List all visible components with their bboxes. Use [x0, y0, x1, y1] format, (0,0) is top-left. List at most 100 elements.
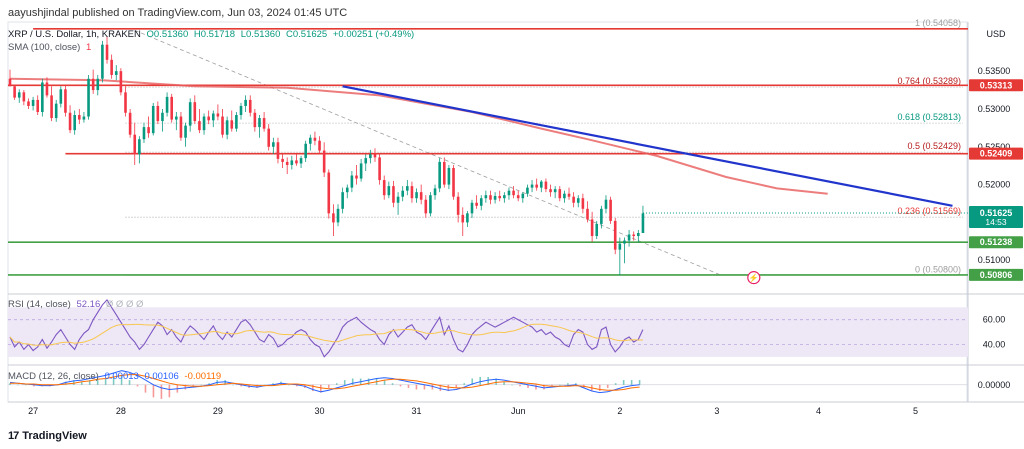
lightning-glyph: ⚡ — [749, 273, 759, 283]
macd-histogram-bar — [367, 378, 370, 385]
macd-histogram-bar — [25, 384, 27, 386]
candle-body — [253, 112, 257, 128]
candle-body — [202, 116, 206, 131]
macd-histogram-bar — [527, 384, 529, 388]
macd-histogram-bar — [208, 383, 211, 385]
candle-body — [281, 158, 284, 162]
candle-body — [433, 188, 437, 196]
macd-histogram-bar — [543, 384, 545, 390]
macd-histogram-bar — [439, 384, 442, 392]
candle-body — [442, 161, 446, 185]
candle-body — [512, 190, 515, 196]
candle-body — [364, 158, 368, 164]
candle-body — [82, 116, 86, 120]
candle-body — [128, 112, 132, 135]
candle-body — [553, 189, 557, 193]
candle-body — [341, 192, 344, 209]
candle-body — [45, 82, 49, 96]
bar-countdown-label: 14:53 — [985, 217, 1007, 227]
symbol-label: XRP / U.S. Dollar, 1h, KRAKEN — [8, 29, 141, 40]
price-level-tag-label: 0.53313 — [980, 80, 1013, 90]
candle-body — [207, 116, 210, 121]
candle-body — [540, 181, 543, 188]
fib-level-label: 0.236 (0.51569) — [897, 206, 961, 216]
candle-body — [142, 127, 146, 140]
macd-value-1: 0.00013 — [104, 371, 139, 382]
macd-line — [9, 370, 640, 394]
candle-body — [558, 189, 562, 199]
candle-body — [466, 213, 469, 223]
macd-histogram-bar — [598, 384, 601, 392]
candle-body — [304, 143, 307, 159]
candle-body — [359, 163, 363, 179]
candle-body — [59, 89, 63, 104]
candle-body — [396, 196, 400, 203]
candle-body — [336, 208, 340, 223]
candle-body — [22, 92, 26, 102]
candle-body — [415, 192, 418, 199]
macd-histogram-bar — [575, 383, 577, 385]
candle-body — [17, 92, 21, 98]
macd-histogram-bar — [152, 384, 155, 398]
close-value: C0.51625 — [286, 29, 328, 40]
candle-body — [369, 154, 372, 159]
candle-body — [27, 101, 30, 106]
open-value: O0.51360 — [146, 29, 189, 40]
candle-body — [272, 142, 275, 147]
macd-histogram-bar — [288, 384, 290, 386]
candle-body — [248, 99, 252, 113]
last-price-label: 0.51625 — [980, 208, 1013, 218]
candle-body — [73, 115, 76, 131]
macd-histogram-bar — [614, 383, 617, 385]
candle-body — [507, 190, 511, 196]
macd-histogram-bar — [33, 384, 35, 387]
candle-body — [456, 196, 460, 215]
candle-body — [438, 161, 441, 189]
rsi-tick-label: 60.00 — [983, 315, 1006, 325]
brand-name: TradingView — [22, 430, 87, 442]
currency-label: USD — [986, 29, 1006, 39]
macd-histogram-bar — [256, 384, 258, 388]
time-tick-label: Jun — [511, 406, 526, 416]
candle-body — [609, 199, 612, 221]
candle-body — [290, 160, 294, 165]
macd-histogram-bar — [136, 384, 139, 387]
candle-body — [406, 186, 409, 191]
macd-histogram-bar — [80, 381, 83, 385]
candle-body — [322, 150, 326, 173]
macd-histogram-bar — [17, 384, 19, 386]
last-price-tag — [969, 205, 1023, 228]
macd-histogram-bar — [606, 384, 609, 388]
candle-body — [613, 220, 617, 250]
macd-histogram-bar — [399, 384, 402, 387]
candle-body — [475, 202, 478, 206]
candle-body — [161, 112, 164, 122]
candle-body — [581, 198, 585, 209]
macd-histogram-bar — [96, 380, 99, 385]
macd-value-3: -0.00119 — [184, 371, 222, 382]
macd-histogram-bar — [240, 384, 242, 387]
candle-body — [50, 95, 53, 119]
candle-body — [313, 137, 317, 141]
macd-histogram-bar — [296, 384, 298, 387]
macd-histogram-bar — [638, 380, 641, 385]
macd-histogram-bar — [415, 384, 418, 390]
fib-level-label: 1 (0.54058) — [915, 18, 961, 28]
candle-body — [424, 199, 428, 214]
candle-body — [91, 78, 95, 91]
candle-body — [138, 139, 141, 155]
macd-histogram-bar — [511, 384, 513, 386]
candle-body — [595, 223, 599, 237]
macd-histogram-bar — [144, 384, 147, 393]
candle-body — [470, 202, 474, 214]
candle-body — [318, 140, 321, 151]
candle-body — [230, 120, 234, 129]
macd-histogram-bar — [335, 383, 338, 385]
fib-level-label: 0 (0.50800) — [915, 264, 961, 274]
candle-body — [151, 105, 155, 134]
sma-legend: SMA (100, close) 1 — [8, 42, 91, 53]
candle-body — [516, 195, 520, 199]
candle-body — [489, 195, 492, 200]
